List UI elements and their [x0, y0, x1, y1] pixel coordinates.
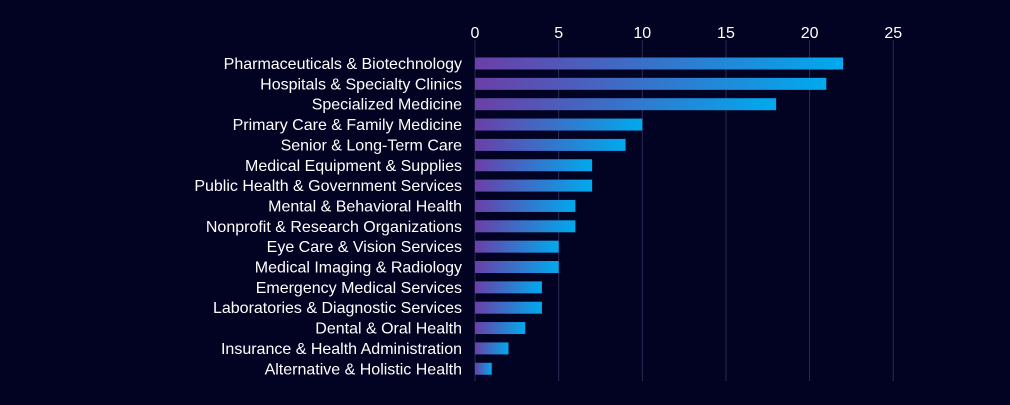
bar — [475, 179, 593, 192]
bar — [475, 322, 526, 335]
category-label: Nonprofit & Research Organizations — [206, 219, 462, 236]
bar — [475, 362, 492, 375]
bar — [475, 77, 827, 90]
category-label: Dental & Oral Health — [315, 321, 462, 338]
category-label: Public Health & Government Services — [194, 178, 462, 195]
category-labels: Pharmaceuticals & Biotechnology Hospitals… — [194, 56, 462, 378]
category-label: Eye Care & Vision Services — [267, 239, 462, 256]
x-tick-label-20: 20 — [801, 25, 819, 42]
bar — [475, 98, 777, 111]
bar — [475, 240, 559, 253]
category-label: Alternative & Holistic Health — [265, 361, 462, 378]
x-tick-label-10: 10 — [633, 25, 651, 42]
category-label: Hospitals & Specialty Clinics — [260, 76, 462, 93]
bar — [475, 57, 844, 70]
category-label: Pharmaceuticals & Biotechnology — [224, 56, 462, 73]
bar — [475, 261, 559, 273]
bar — [475, 342, 509, 355]
x-tick-label-5: 5 — [554, 25, 563, 42]
bar — [475, 118, 643, 131]
category-label: Emergency Medical Services — [256, 280, 462, 297]
bar — [475, 138, 626, 151]
category-label: Senior & Long-Term Care — [281, 137, 463, 154]
bars — [475, 57, 844, 375]
bar — [475, 199, 576, 212]
x-tick-label-25: 25 — [884, 25, 902, 42]
x-tick-label-15: 15 — [717, 25, 735, 42]
bar — [475, 281, 542, 294]
bar — [475, 159, 593, 172]
category-label: Laboratories & Diagnostic Services — [213, 300, 462, 317]
category-label: Medical Imaging & Radiology — [255, 260, 462, 277]
category-label: Specialized Medicine — [312, 97, 462, 114]
category-label: Primary Care & Family Medicine — [233, 117, 462, 134]
category-label: Insurance & Health Administration — [221, 341, 462, 358]
bar — [475, 220, 576, 233]
category-label: Mental & Behavioral Health — [268, 198, 462, 215]
x-axis-ticks: 0 5 10 15 20 25 — [471, 25, 903, 42]
bar — [475, 301, 542, 314]
category-label: Medical Equipment & Supplies — [245, 158, 462, 175]
x-tick-label-0: 0 — [471, 25, 480, 42]
